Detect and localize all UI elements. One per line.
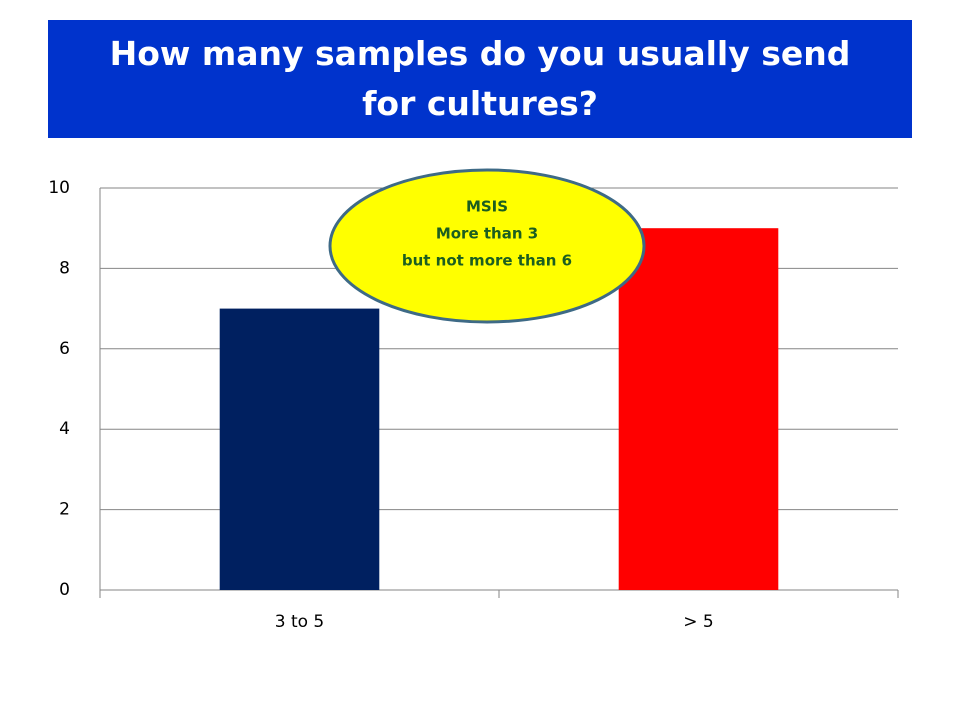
y-tick-label: 0: [59, 580, 70, 600]
annotation: More than 3: [436, 225, 538, 243]
annotation: but not more than 6: [402, 252, 572, 270]
y-tick-label: 10: [48, 178, 70, 198]
callout: [328, 168, 646, 324]
y-tick-label: 6: [59, 339, 70, 359]
bar: [618, 228, 779, 590]
y-tick-label: 8: [59, 258, 70, 278]
annotation: MSIS: [466, 198, 508, 216]
y-tick-label: 4: [59, 419, 70, 439]
y-tick-label: 2: [59, 500, 70, 520]
x-tick-label: > 5: [683, 612, 713, 632]
chart-title: How many samples do you usually send for…: [48, 20, 912, 138]
x-tick-label: 3 to 5: [275, 612, 325, 632]
bar: [219, 308, 380, 590]
